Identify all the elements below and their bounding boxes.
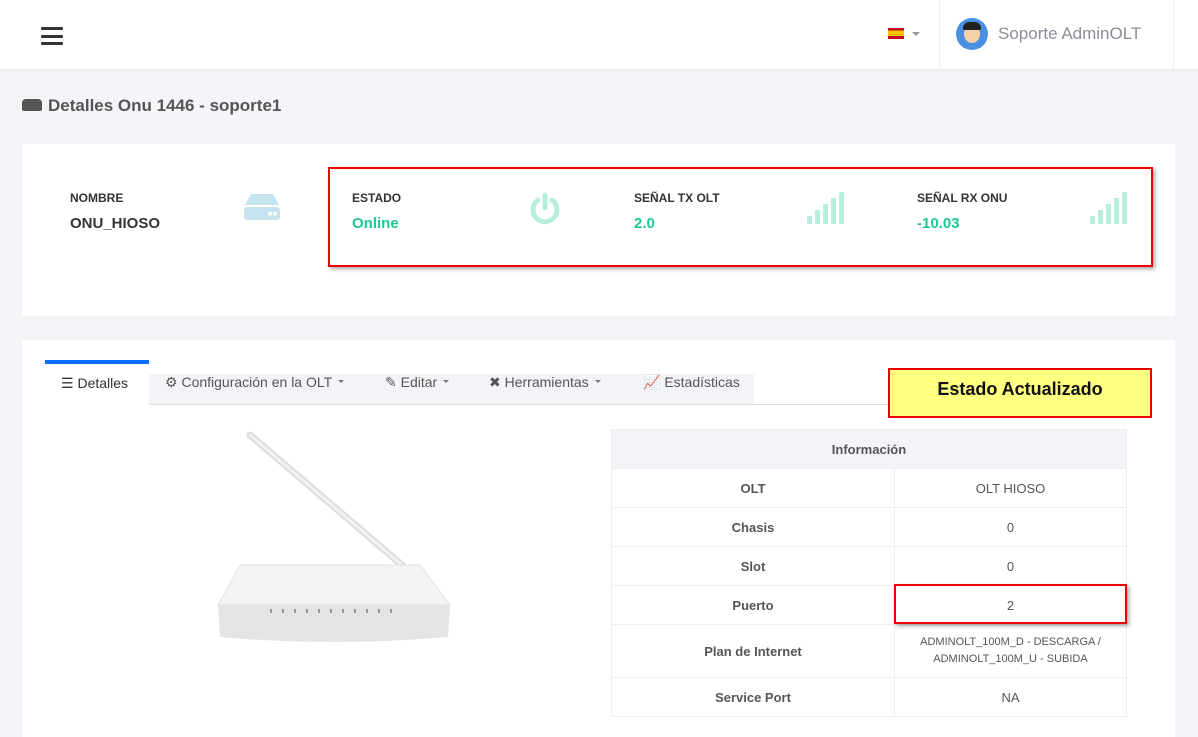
- signal-icon: [1090, 192, 1127, 224]
- top-navbar: Soporte AdminOLT: [0, 0, 1198, 69]
- chart-icon: 📈: [643, 374, 665, 390]
- signal-icon: [807, 192, 844, 224]
- stat-nombre: NOMBRE ONU_HIOSO: [46, 168, 304, 264]
- highlight-box-status: [328, 167, 1153, 267]
- stat-value: -10.03: [917, 215, 960, 232]
- stat-senal-tx: SEÑAL TX OLT 2.0: [610, 168, 868, 264]
- chevron-down-icon: [443, 380, 450, 386]
- table-row: OLT OLT HIOSO: [611, 468, 1127, 508]
- info-table: Información OLT OLT HIOSO Chasis 0 Slot 0 P…: [611, 429, 1127, 717]
- user-name: Soporte AdminOLT: [998, 24, 1142, 43]
- stat-label: SEÑAL TX OLT: [634, 191, 720, 205]
- status-updated-banner: Estado Actualizado: [888, 368, 1152, 418]
- tab-detalles[interactable]: ☰ Detalles: [45, 360, 149, 405]
- stat-label: ESTADO: [352, 191, 402, 205]
- tab-herramientas[interactable]: ✖ Herramientas: [489, 374, 601, 391]
- spain-flag-icon[interactable]: [888, 28, 904, 39]
- stat-value: Online: [352, 215, 399, 232]
- hdd-icon: [22, 99, 42, 111]
- stat-estado: ESTADO Online: [328, 168, 586, 264]
- avatar: [956, 18, 988, 50]
- hdd-icon: [244, 194, 280, 220]
- user-menu[interactable]: Soporte AdminOLT: [939, 0, 1174, 69]
- gear-icon: ⚙: [165, 374, 182, 390]
- stat-label: SEÑAL RX ONU: [917, 191, 1008, 205]
- tab-estadisticas[interactable]: 📈 Estadísticas: [643, 374, 740, 390]
- page-title: Detalles Onu 1446 - soporte1: [22, 96, 281, 116]
- table-row: Chasis 0: [611, 507, 1127, 547]
- list-icon: ☰: [61, 375, 78, 391]
- chevron-down-icon: [338, 380, 345, 386]
- highlight-box-puerto: [894, 584, 1127, 624]
- chevron-down-icon: [594, 380, 601, 386]
- stat-senal-rx: SEÑAL RX ONU -10.03: [893, 168, 1151, 264]
- tab-editar[interactable]: ✎ Editar: [385, 374, 450, 391]
- table-row: Slot 0: [611, 546, 1127, 586]
- table-row: Plan de Internet ADMINOLT_100M_D - DESCAR…: [611, 624, 1127, 678]
- table-row: Puerto 2: [611, 585, 1127, 625]
- power-icon: [530, 192, 560, 225]
- stat-label: NOMBRE: [70, 191, 124, 205]
- stat-value: ONU_HIOSO: [70, 215, 161, 232]
- tools-icon: ✖: [489, 374, 505, 390]
- tab-bar: ☰ Detalles ⚙ Configuración en la OLT ✎ E…: [45, 360, 1125, 405]
- edit-icon: ✎: [385, 374, 401, 390]
- tab-configuracion-olt[interactable]: ⚙ Configuración en la OLT: [165, 374, 345, 391]
- table-row: Service Port NA: [611, 677, 1127, 717]
- stat-value: 2.0: [634, 215, 655, 232]
- hamburger-menu-button[interactable]: [41, 27, 63, 45]
- info-table-header: Información: [611, 429, 1127, 469]
- onu-device-image: [217, 431, 451, 642]
- language-dropdown-caret-icon[interactable]: [912, 32, 920, 40]
